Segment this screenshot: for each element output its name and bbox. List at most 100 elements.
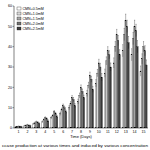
legend-label: CMN+2.5mM <box>23 27 44 31</box>
bar <box>92 89 93 128</box>
x-axis-label: Time (Days) <box>70 134 92 139</box>
legend-label: CMN+0.5mM <box>23 7 44 11</box>
x-tick-label: 11 <box>106 130 110 134</box>
bar <box>77 102 78 128</box>
error-bar <box>122 45 123 57</box>
title: ccase production at various times and in… <box>2 144 148 148</box>
bar <box>117 41 118 128</box>
error-bar <box>24 125 25 126</box>
error-bar <box>16 126 17 128</box>
error-bar <box>48 120 49 122</box>
error-bar <box>137 41 138 53</box>
bar <box>33 124 34 128</box>
x-tick-label: 13 <box>124 130 128 134</box>
error-bar <box>116 29 117 39</box>
bar <box>55 114 56 128</box>
bar <box>110 67 111 128</box>
error-bar <box>45 117 46 119</box>
error-bar <box>51 117 52 119</box>
x-tick-label: 15 <box>142 130 146 134</box>
x-tick-label: 4 <box>44 130 46 134</box>
bar <box>113 63 114 128</box>
error-bar <box>73 98 74 102</box>
bar <box>122 51 123 128</box>
bar <box>37 122 38 128</box>
bar <box>134 26 135 128</box>
error-bar <box>63 104 64 107</box>
error-bar <box>69 106 70 110</box>
bar <box>140 71 141 128</box>
error-bar <box>28 125 29 126</box>
bar <box>95 83 96 128</box>
bar <box>128 43 129 128</box>
bar <box>64 108 65 128</box>
error-bar <box>55 113 56 115</box>
bar <box>52 116 53 128</box>
y-tick-label: 0 <box>10 126 12 130</box>
error-bar <box>36 121 37 123</box>
bar <box>116 34 117 128</box>
chart: 0102030405060123456789101112131415Time (… <box>0 0 150 150</box>
plot-marks <box>15 14 147 128</box>
bar <box>28 125 29 128</box>
bar <box>119 55 120 128</box>
x-tick-label: 8 <box>80 130 82 134</box>
bar <box>56 117 57 128</box>
bar <box>132 39 133 128</box>
error-bar <box>109 51 110 59</box>
x-tick-label: 7 <box>71 130 73 134</box>
error-bar <box>133 32 134 44</box>
legend-swatch <box>17 7 21 10</box>
error-bar <box>78 99 79 104</box>
x-tick-label: 3 <box>35 130 37 134</box>
error-bar <box>134 20 135 32</box>
bar <box>73 100 74 128</box>
bar <box>91 79 92 128</box>
x-axis <box>14 128 148 129</box>
error-bar <box>30 125 31 126</box>
error-bar <box>74 104 75 108</box>
error-bar <box>101 74 102 81</box>
bar <box>65 112 66 128</box>
error-bar <box>18 125 19 127</box>
bar <box>98 63 99 128</box>
error-bar <box>27 124 28 125</box>
error-bar <box>19 126 20 128</box>
bar <box>88 85 89 128</box>
bar <box>43 120 44 128</box>
error-bar <box>127 20 128 32</box>
bar <box>97 73 98 128</box>
bar <box>70 104 71 128</box>
error-bar <box>43 119 44 121</box>
legend-swatch <box>17 17 21 20</box>
legend-swatch <box>17 27 21 30</box>
y-axis <box>14 6 15 128</box>
bar <box>61 110 62 128</box>
error-bar <box>15 126 16 128</box>
y-tick-label: 10 <box>8 106 12 110</box>
error-bar <box>135 24 136 36</box>
legend-label: CMN+1.0mM <box>23 12 44 16</box>
error-bar <box>52 115 53 117</box>
error-bar <box>39 123 40 125</box>
bar <box>131 55 132 128</box>
bar <box>53 112 54 128</box>
bar <box>124 34 125 128</box>
error-bar <box>128 37 129 49</box>
x-tick-label: 14 <box>133 130 137 134</box>
error-bar <box>95 80 96 87</box>
bar <box>126 26 127 128</box>
bar <box>115 47 116 128</box>
error-bar <box>142 54 143 64</box>
error-bar <box>56 116 57 118</box>
error-bar <box>97 69 98 76</box>
bar <box>80 87 81 128</box>
bar <box>83 98 84 129</box>
bar <box>86 93 87 128</box>
error-bar <box>33 123 34 125</box>
bar <box>60 114 61 128</box>
error-bar <box>54 111 55 113</box>
bar <box>62 106 63 128</box>
bar <box>125 20 126 128</box>
legend-label: CMN+2.0mM <box>23 22 44 26</box>
